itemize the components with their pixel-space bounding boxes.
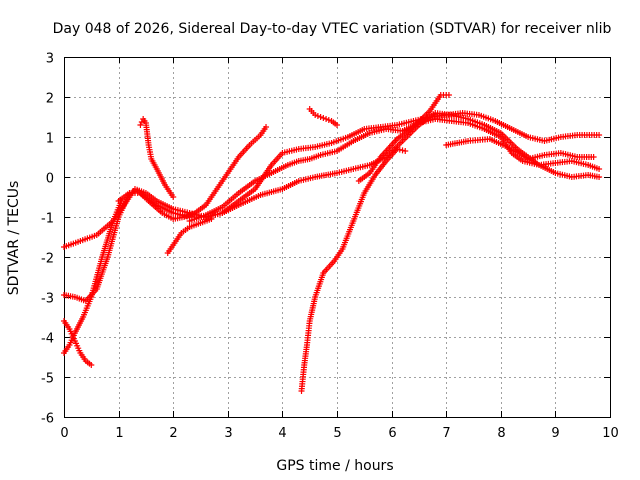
- y-tick-label: -3: [41, 292, 54, 307]
- data-point: [263, 124, 270, 130]
- x-tick-label: 7: [442, 426, 450, 441]
- y-tick-label: 1: [46, 132, 54, 147]
- data-point: [399, 147, 406, 154]
- series-track-4: [61, 198, 125, 356]
- data-points: [61, 92, 603, 394]
- data-point: [396, 146, 403, 153]
- data-point: [596, 166, 603, 172]
- series-track-10: [298, 146, 409, 394]
- plot-frame: [64, 57, 611, 418]
- series-track-11: [355, 92, 452, 184]
- y-tick-label: -1: [41, 212, 54, 227]
- series-track-2: [61, 110, 603, 304]
- x-tick-label: 8: [497, 426, 505, 441]
- data-point: [590, 154, 597, 160]
- series-track-9: [306, 106, 340, 128]
- data-point: [596, 132, 603, 138]
- y-tick-labels: -6 -5 -4 -3 -2 -1 0 1 2 3: [41, 52, 54, 427]
- data-point: [208, 216, 215, 222]
- x-axis-label: GPS time / hours: [276, 458, 393, 474]
- data-point: [126, 190, 133, 196]
- data-point: [402, 148, 409, 154]
- series-track-8: [186, 116, 603, 224]
- x-tick-label: 2: [169, 426, 177, 441]
- series-track-5: [115, 124, 270, 222]
- y-tick-label: -5: [41, 372, 54, 387]
- y-tick-label: 3: [46, 52, 54, 67]
- data-point: [312, 112, 319, 118]
- data-point: [138, 119, 145, 125]
- data-point: [320, 115, 327, 121]
- x-tick-label: 3: [224, 426, 232, 441]
- x-tick-label: 5: [333, 426, 341, 441]
- x-tick-label: 1: [115, 426, 123, 441]
- chart-title: Day 048 of 2026, Sidereal Day-to-day VTE…: [53, 21, 612, 37]
- data-point: [334, 122, 340, 128]
- data-point: [131, 188, 138, 195]
- x-tick-label: 6: [388, 426, 396, 441]
- y-tick-label: -2: [41, 252, 54, 267]
- y-tick-label: 0: [46, 172, 54, 187]
- data-point: [129, 189, 136, 196]
- data-point: [325, 117, 332, 123]
- data-point: [88, 362, 95, 368]
- y-tick-label: -6: [41, 412, 54, 427]
- data-point: [323, 116, 330, 122]
- series-track-1: [61, 110, 603, 250]
- data-point: [170, 194, 177, 200]
- x-tick-label: 9: [551, 426, 559, 441]
- data-point: [445, 92, 452, 98]
- data-point: [317, 114, 324, 120]
- x-tick-label: 10: [602, 426, 619, 441]
- data-point: [137, 122, 144, 128]
- series-track-6: [137, 116, 177, 200]
- grid: [64, 57, 610, 417]
- y-tick-label: 2: [46, 92, 54, 107]
- y-axis-label: SDTVAR / TECUs: [6, 181, 22, 296]
- x-tick-label: 4: [278, 426, 286, 441]
- data-point: [596, 174, 603, 180]
- series-track-7: [164, 216, 215, 256]
- data-point: [314, 113, 321, 119]
- x-tick-label: 0: [60, 426, 68, 441]
- x-tick-labels: 0 1 2 3 4 5 6 7 8 9 10: [60, 426, 618, 441]
- data-point: [394, 146, 401, 152]
- y-tick-label: -4: [41, 332, 54, 347]
- series-track-12: [443, 136, 597, 162]
